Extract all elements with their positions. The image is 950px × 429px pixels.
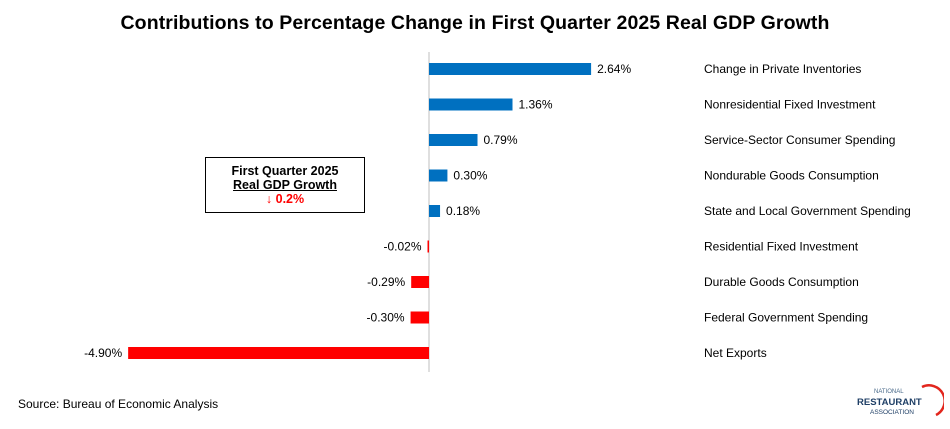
category-label-7: Federal Government Spending (704, 311, 868, 325)
bar-5 (427, 240, 429, 253)
category-label-8: Net Exports (704, 346, 767, 360)
bar-6 (411, 276, 429, 288)
logo-line-2: RESTAURANT (857, 397, 922, 408)
logo-line-3: ASSOCIATION (870, 409, 914, 416)
value-label-8: -4.90% (84, 346, 122, 360)
bar-8 (128, 347, 429, 359)
value-label-2: 0.79% (484, 133, 518, 147)
logo-line-1: NATIONAL (874, 389, 904, 395)
category-label-5: Residential Fixed Investment (704, 240, 859, 254)
source-note: Source: Bureau of Economic Analysis (18, 397, 219, 411)
value-label-3: 0.30% (453, 169, 487, 183)
category-label-1: Nonresidential Fixed Investment (704, 98, 876, 112)
category-label-3: Nondurable Goods Consumption (704, 169, 879, 183)
bar-2 (429, 134, 478, 146)
category-label-2: Service-Sector Consumer Spending (704, 133, 895, 147)
gdp-growth-callout: First Quarter 2025 Real GDP Growth ↓ 0.2… (205, 157, 365, 213)
callout-subheading: Real GDP Growth (233, 178, 337, 192)
bar-1 (429, 98, 513, 111)
value-label-6: -0.29% (367, 275, 405, 289)
value-label-0: 2.64% (597, 62, 631, 76)
category-label-6: Durable Goods Consumption (704, 275, 859, 289)
association-logo: NATIONAL RESTAURANT ASSOCIATION (852, 381, 946, 421)
bar-3 (429, 169, 448, 182)
bar-0 (429, 63, 592, 75)
callout-heading: First Quarter 2025 (231, 164, 339, 178)
category-label-0: Change in Private Inventories (704, 62, 861, 76)
value-label-5: -0.02% (383, 240, 421, 254)
value-label-4: 0.18% (446, 204, 480, 218)
value-label-1: 1.36% (519, 98, 553, 112)
bar-4 (429, 205, 441, 217)
bar-7 (410, 311, 429, 324)
callout-value: ↓ 0.2% (265, 192, 305, 206)
chart-title: Contributions to Percentage Change in Fi… (120, 12, 830, 34)
value-label-7: -0.30% (367, 311, 405, 325)
category-label-4: State and Local Government Spending (704, 204, 911, 218)
